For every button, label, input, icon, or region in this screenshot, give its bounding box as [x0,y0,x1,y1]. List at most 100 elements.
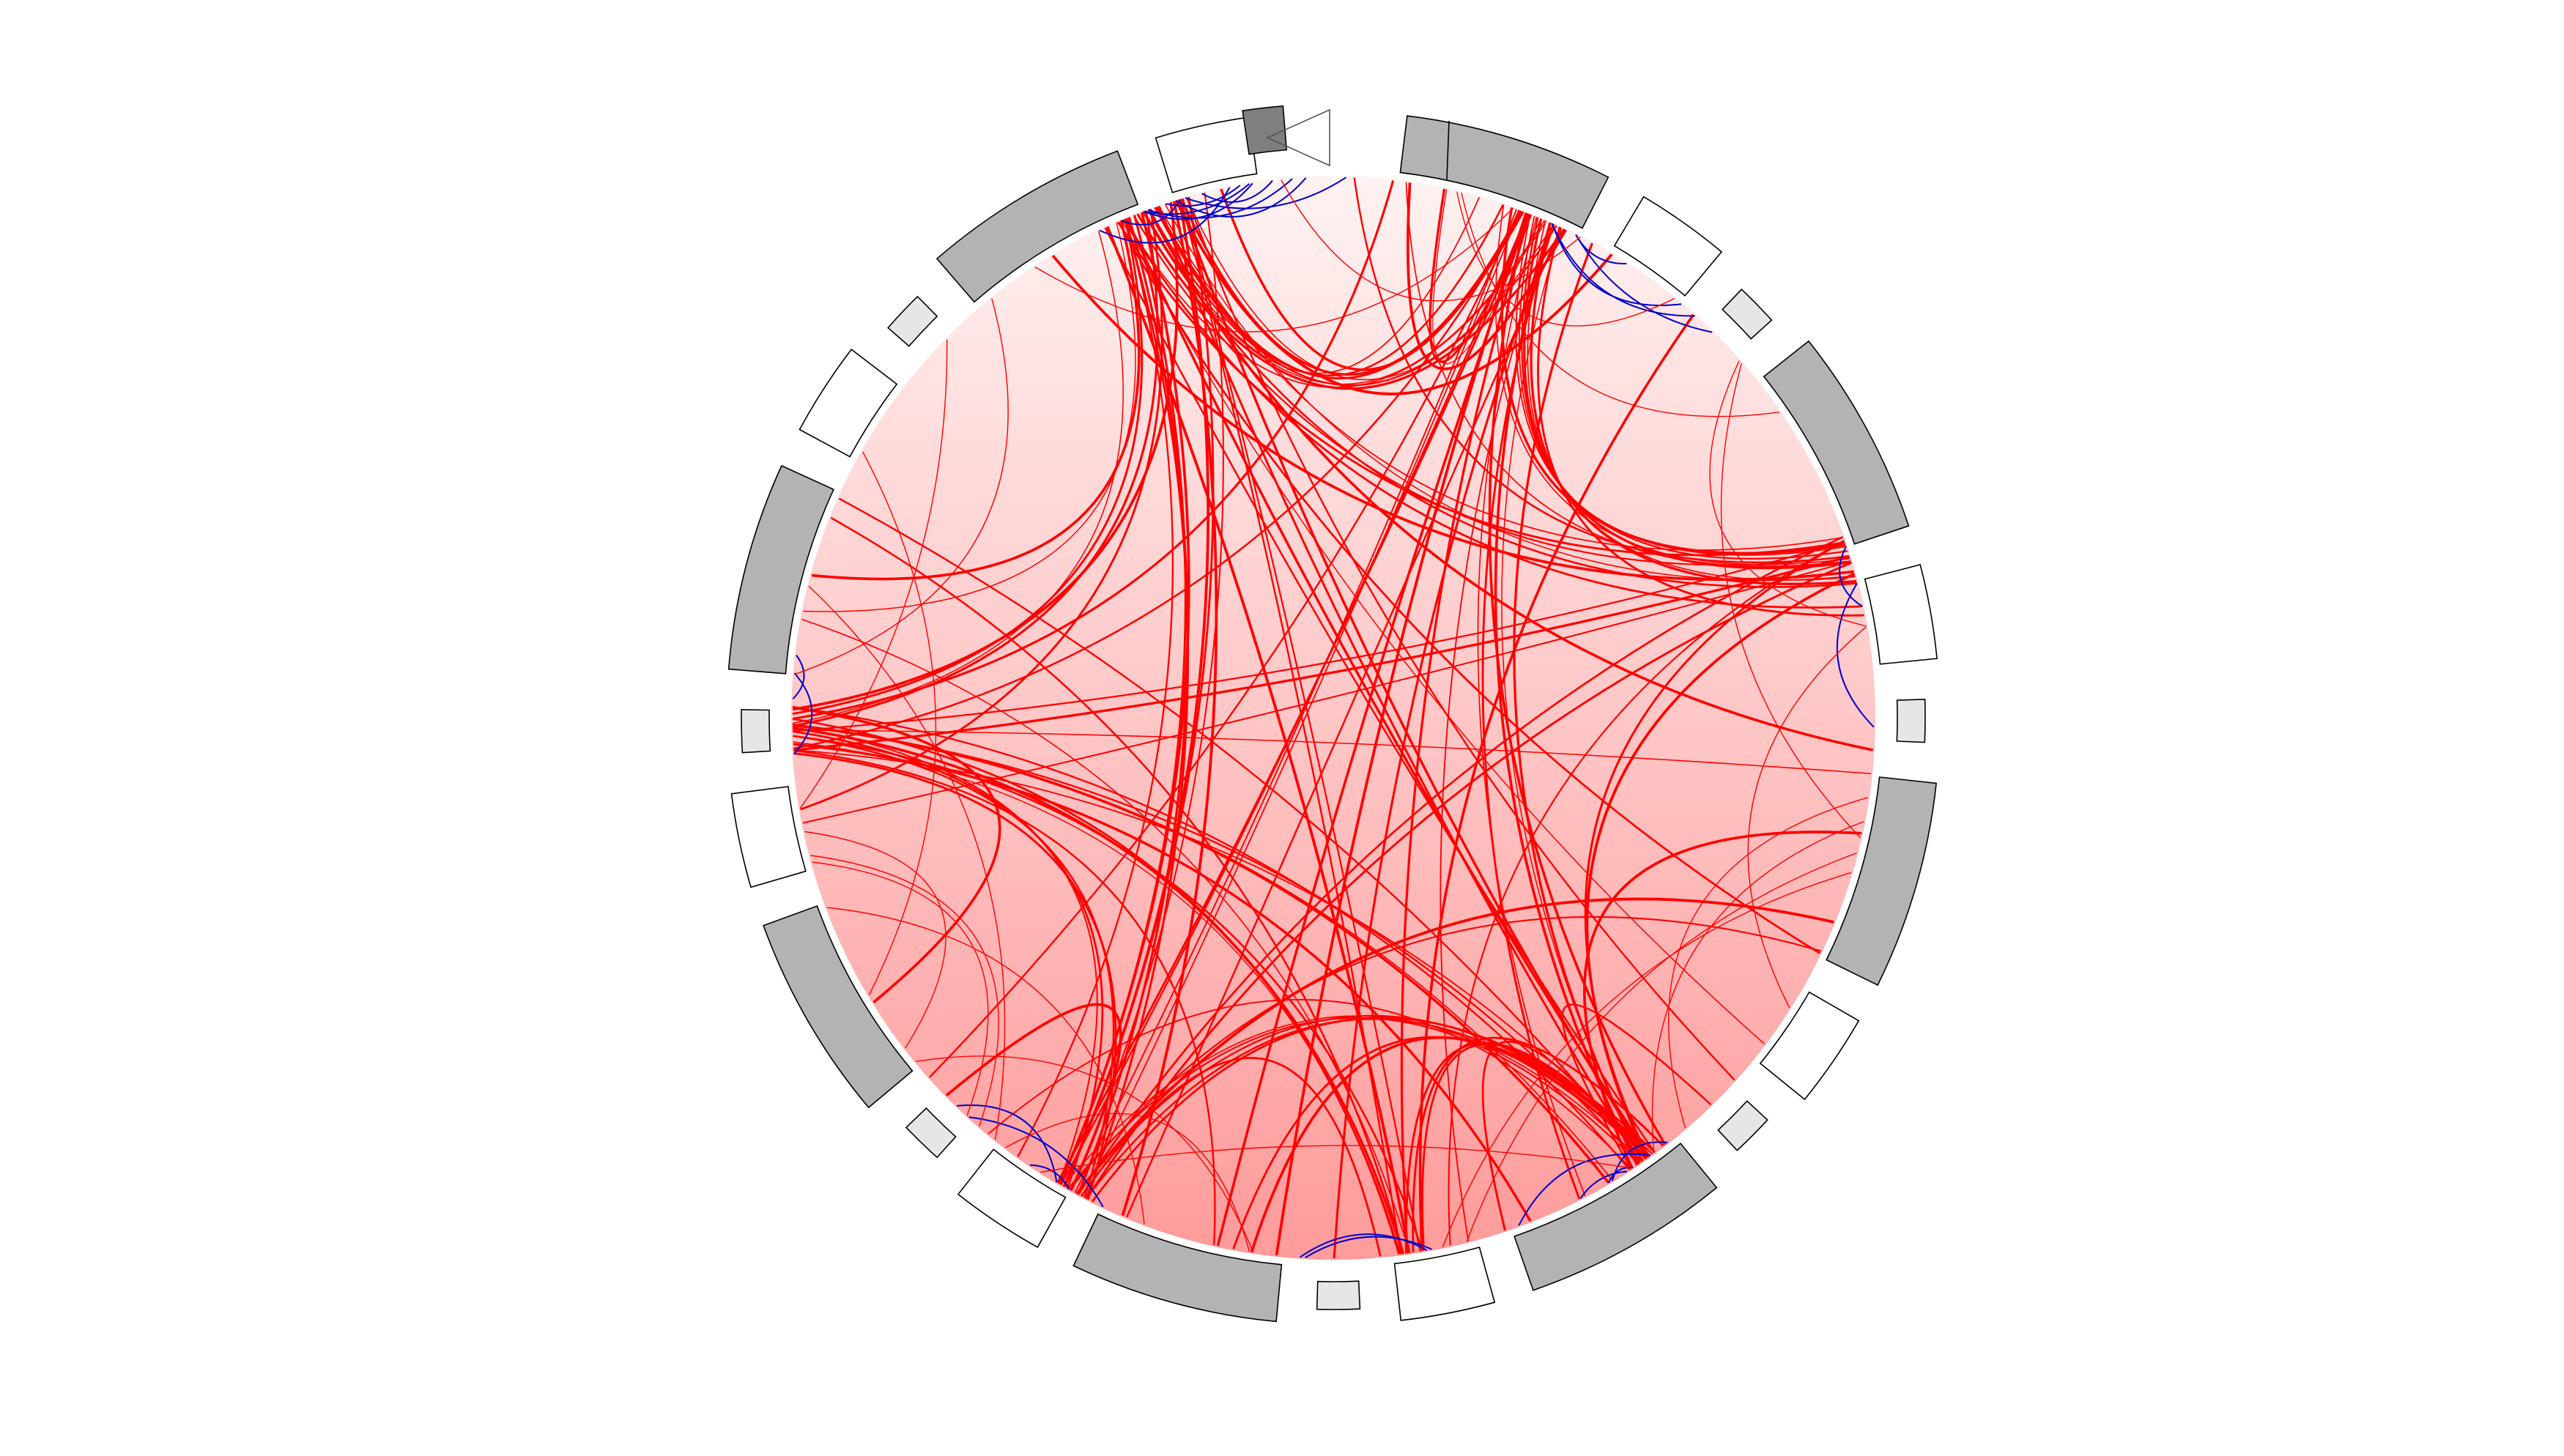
link-layer [792,177,1875,1259]
inter-link [1353,177,1850,563]
inter-link [1456,191,1675,327]
inter-link [1174,200,1613,395]
inter-link [1017,218,1174,1157]
inter-link [792,706,1001,1003]
inter-link [1461,192,1779,417]
ideogram-segment-white [1613,196,1723,297]
inter-link [1075,897,1834,1195]
triangle-marker [1266,108,1330,167]
intra-link [792,654,805,699]
inter-link [1051,254,1854,582]
inter-link [1177,199,1648,1159]
ideogram-segment-light [887,295,938,347]
ideogram-segment-light [1722,288,1773,340]
ideogram-segment-light [1717,1100,1768,1151]
inter-link [1448,540,1845,1246]
disc-fill [791,176,1875,1260]
ideogram-segment-white [1759,991,1860,1101]
inter-link [1034,207,1514,333]
inter-link [1406,182,1567,371]
inter-link [792,727,1404,1255]
inter-link [1186,197,1555,381]
ideogram-segment-gray [763,905,914,1109]
ideogram-segment-white [1864,563,1938,665]
inter-link [793,210,1523,750]
inter-link [1481,1040,1648,1231]
inter-link [810,855,999,1127]
inter-link [1747,626,1867,1009]
marker-layer [1242,105,1450,180]
inter-link [793,743,1532,1222]
inter-link [799,339,948,809]
inter-link [1147,209,1874,751]
inter-link [988,999,1632,1170]
inter-link [794,298,1009,675]
inter-link [1154,204,1504,377]
intra-link [1143,183,1250,215]
inter-link [1466,852,1857,1242]
inter-link [1080,1057,1382,1257]
inter-link [792,723,1610,1184]
ideogram-segment-gray [1072,1213,1283,1323]
ideogram-segment-white [1393,1247,1496,1321]
intra-link [957,1104,1058,1183]
inter-link [1720,363,1861,839]
ideogram-segment-light [1316,1280,1361,1310]
ideogram-segment-gray [935,150,1139,303]
intra-link [1175,177,1307,218]
ideogram-segment-gray [1826,776,1938,987]
inter-link [811,220,1141,581]
intra-link [1299,1233,1427,1258]
inter-link [792,718,1401,1255]
inter-link [1143,211,1857,588]
intra-link [1144,182,1253,220]
inter-link [1117,221,1820,954]
tick-mark [1446,120,1450,180]
inter-link [804,831,946,1049]
inter-link [1275,212,1528,1256]
inter-link [916,1055,1254,1253]
ideogram-segment-light [741,709,771,754]
inter-link [802,560,1851,824]
inter-link [792,210,1159,727]
inter-link [1104,227,1656,1154]
inter-link [1500,207,1846,555]
ideogram-segment-gray [1763,340,1910,545]
ideogram-segment-white [799,348,898,458]
intra-link [1120,198,1182,226]
inter-link [1709,360,1867,627]
inter-link [1333,223,1555,1259]
inter-link [1185,197,1735,1081]
inter-link [792,180,1395,721]
inter-link [1074,209,1518,1193]
inter-link [792,730,1104,1189]
inter-link [945,1003,1122,1192]
inter-link [1216,213,1530,1247]
ideogram-segment-gray [727,464,834,675]
ideogram-ring [727,115,1938,1323]
inter-link [929,209,1520,1078]
inter-link [1136,213,1566,390]
inter-link [1076,1014,1653,1195]
ideogram-segment-light [1896,699,1926,743]
intra-link [1185,177,1347,209]
ideogram-segment-white [1155,116,1258,193]
ideogram-segment-white [957,1148,1067,1249]
inter-link [793,749,1216,1245]
inter-link [1085,562,1852,1200]
intra-link [968,1116,1104,1208]
inter-link [1081,210,1521,1197]
inter-link [1585,572,1856,1159]
inter-link [1418,313,1695,1252]
intra-link [1836,583,1875,728]
inter-link [1220,188,1522,371]
intra-link [1575,234,1713,333]
intra-link [1575,234,1627,265]
inter-link [792,218,1144,716]
inter-link [1063,199,1210,1187]
intra-link [793,672,813,755]
inter-link [1537,226,1864,617]
inter-link [1281,179,1581,302]
ideogram-segment-gray [1513,1143,1718,1291]
